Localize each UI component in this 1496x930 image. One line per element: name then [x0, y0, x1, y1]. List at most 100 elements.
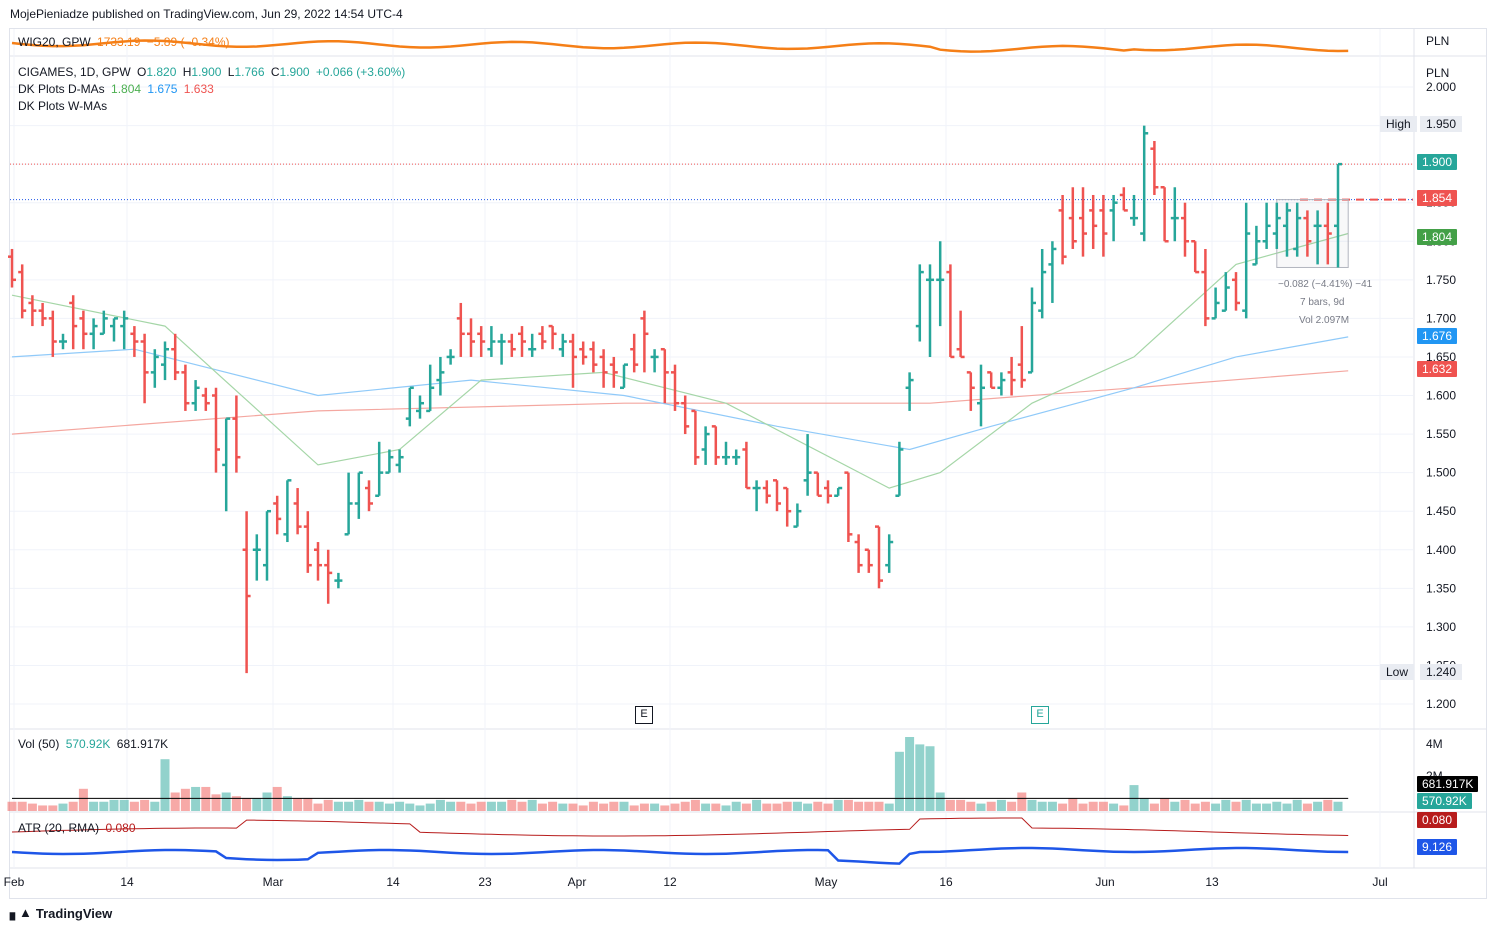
wig20-legend: WIG20, GPW 1733.19 −5.89 (−0.34%) — [18, 35, 233, 49]
main-symbol: CIGAMES, 1D, GPW — [18, 65, 131, 79]
volume-bar — [884, 803, 894, 811]
main-currency: PLN — [1426, 66, 1450, 80]
close-label: C — [270, 65, 280, 79]
volume-bar — [17, 801, 27, 811]
volume-bar — [140, 799, 150, 811]
volume-bar — [660, 805, 670, 811]
atr-line — [11, 817, 1349, 837]
volume-bar — [639, 803, 649, 811]
last-price-tag: 1.900 — [1417, 154, 1458, 170]
volume-bar — [38, 805, 48, 811]
volume-bar — [1180, 799, 1190, 811]
volume-legend: Vol (50) 570.92K 681.917K — [18, 737, 171, 751]
volume-bar — [58, 803, 68, 811]
low-marker-value: 1.240 — [1420, 664, 1463, 680]
volume-bar — [1190, 803, 1200, 811]
main-legend: CIGAMES, 1D, GPW O1.820 H1.900 L1.766 C1… — [18, 65, 408, 79]
volume-bar — [1058, 803, 1068, 811]
low-value: 1.766 — [234, 65, 265, 79]
volume-bar — [1027, 799, 1037, 811]
volume-bar — [160, 759, 170, 811]
price-tick-label: 1.750 — [1426, 273, 1456, 287]
measure-bars: 7 bars, 9d — [1300, 297, 1345, 308]
volume-bar — [425, 803, 435, 811]
volume-bar — [1068, 798, 1078, 811]
volume-bar — [915, 744, 925, 811]
tradingview-logo[interactable]: ▖▲ TradingView — [10, 905, 112, 921]
dashed-level-tag: 1.854 — [1417, 190, 1458, 206]
volume-bar — [476, 801, 486, 811]
tradingview-brand: TradingView — [35, 905, 113, 921]
volume-bar — [201, 786, 211, 811]
volume-bar — [599, 803, 609, 811]
volume-bar — [833, 799, 843, 811]
volume-bar — [415, 805, 425, 811]
wig20-currency: PLN — [1426, 34, 1450, 48]
volume-bar — [1302, 803, 1312, 811]
volume-ma-tag: 681.917K — [1417, 776, 1479, 792]
volume-bar — [782, 801, 792, 811]
volume-bar — [813, 801, 823, 811]
volume-bar — [537, 803, 547, 811]
atr-label: ATR (20, RMA) — [18, 821, 100, 835]
volume-bar — [1262, 803, 1272, 811]
ma200-line — [11, 370, 1349, 435]
volume-bar — [966, 801, 976, 811]
time-tick-label: May — [815, 875, 838, 889]
volume-bar — [558, 803, 568, 811]
volume-bar — [1078, 803, 1088, 811]
volume-bar — [894, 751, 904, 811]
ma50-tag: 1.676 — [1417, 328, 1458, 344]
volume-bar — [854, 801, 864, 811]
volume-bar — [1007, 801, 1017, 811]
measure-change: −0.082 (−4.41%) −41 — [1278, 279, 1373, 290]
volume-bar — [1282, 803, 1292, 811]
wig20-value: 1733.19 — [97, 35, 141, 49]
price-tick-label: 1.300 — [1426, 620, 1456, 634]
open-value: 1.820 — [146, 65, 177, 79]
volume-bar — [323, 799, 333, 811]
dma2-value: 1.675 — [147, 82, 178, 96]
ma200-tag: 1.632 — [1417, 361, 1458, 377]
volume-bar — [68, 801, 78, 811]
price-tick-label: 1.350 — [1426, 581, 1456, 595]
volume-bar — [823, 803, 833, 811]
volume-bar — [578, 805, 588, 811]
volume-bar — [333, 801, 343, 811]
volume-bar — [1088, 801, 1098, 811]
high-marker-label: High — [1386, 117, 1411, 131]
volume-bar — [354, 799, 364, 811]
published-note: MojePieniadze published on TradingView.c… — [10, 7, 403, 21]
earnings-marker-1[interactable]: E — [635, 706, 653, 724]
high-value: 1.900 — [191, 65, 222, 79]
volume-bar — [211, 794, 221, 811]
volume-bar — [435, 799, 445, 811]
volume-bar — [150, 801, 160, 811]
volume-bar — [252, 798, 262, 811]
wma-legend: DK Plots W-MAs — [18, 99, 110, 113]
volume-bar — [905, 737, 915, 811]
chart-frame[interactable] — [9, 28, 1487, 899]
volume-bar — [78, 788, 88, 811]
volume-bar — [1231, 801, 1241, 811]
volume-bar — [1170, 801, 1180, 811]
earnings-marker-2[interactable]: E — [1031, 706, 1049, 724]
wig20-change: −5.89 (−0.34%) — [146, 35, 230, 49]
volume-bar — [721, 805, 731, 811]
price-tick-label: 1.400 — [1426, 543, 1456, 557]
volume-bar — [1037, 801, 1047, 811]
volume-bar — [803, 803, 813, 811]
volume-bar — [843, 799, 853, 811]
volume-bar — [945, 799, 955, 811]
volume-bar — [1119, 805, 1129, 811]
volume-bar — [548, 801, 558, 811]
time-tick-label: Mar — [263, 875, 284, 889]
volume-bar — [1211, 803, 1221, 811]
volume-bar — [486, 801, 496, 811]
volume-bar — [466, 803, 476, 811]
volume-bar — [609, 801, 619, 811]
volume-bar — [731, 801, 741, 811]
volume-bar — [1313, 801, 1323, 811]
volume-value: 570.92K — [65, 737, 111, 751]
